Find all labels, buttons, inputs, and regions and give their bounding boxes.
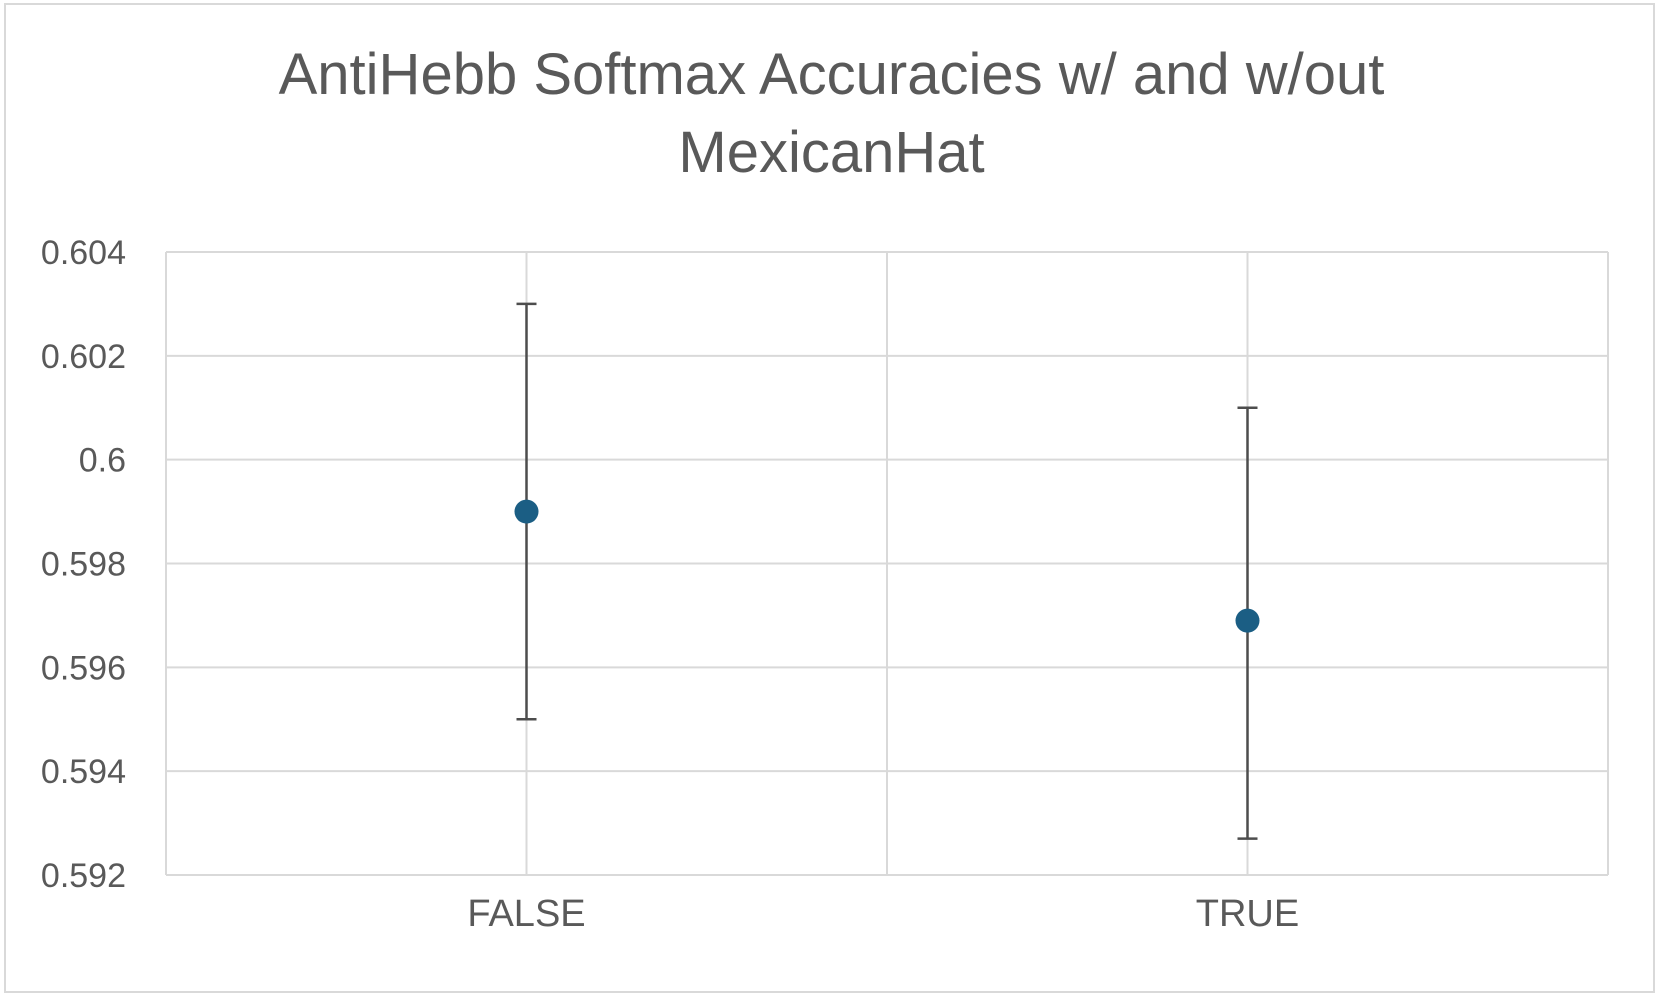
y-tick-label: 0.6 — [79, 442, 126, 480]
y-tick-label: 0.602 — [41, 338, 126, 376]
data-point — [1235, 608, 1260, 633]
chart-title-line-1: AntiHebb Softmax Accuracies w/ and w/out — [278, 42, 1385, 107]
x-tick-label: FALSE — [467, 893, 585, 935]
y-tick-label: 0.598 — [41, 546, 126, 584]
y-tick-label: 0.596 — [41, 649, 126, 687]
y-tick-label: 0.594 — [41, 753, 126, 791]
data-point — [514, 499, 539, 524]
y-tick-label: 0.604 — [41, 234, 126, 272]
x-tick-label: TRUE — [1196, 893, 1299, 935]
y-tick-label: 0.592 — [41, 857, 126, 895]
chart-title-line-2: MexicanHat — [678, 120, 985, 185]
chart-frame — [4, 3, 1655, 993]
chart-title: AntiHebb Softmax Accuracies w/ and w/out… — [0, 36, 1663, 192]
